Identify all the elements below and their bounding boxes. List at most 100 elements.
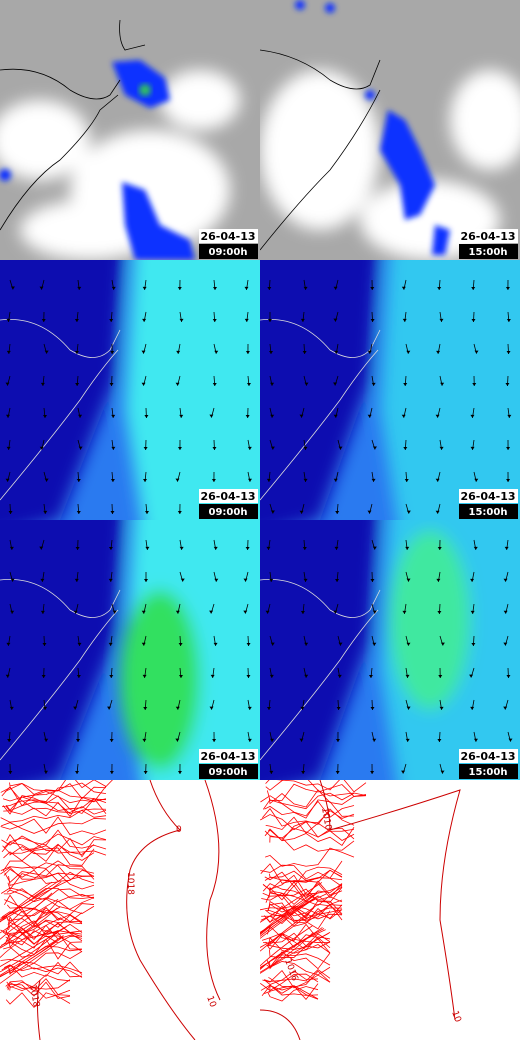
isobar: [6, 978, 71, 996]
arrow-head: [403, 446, 408, 450]
isobar: [260, 792, 355, 810]
arrow-head: [267, 286, 272, 290]
arrow-head: [474, 478, 479, 482]
isobar: [0, 907, 58, 949]
arrow-head: [211, 478, 216, 482]
isobar: [7, 981, 71, 999]
arrow-head: [304, 382, 309, 386]
time: 09:00h: [209, 507, 248, 518]
arrow-head: [43, 414, 48, 418]
arrow-head: [39, 446, 44, 450]
isobar: [5, 921, 83, 942]
arrow-head: [40, 578, 45, 582]
isobar: [260, 925, 313, 967]
isobar: [8, 919, 83, 935]
arrow-head: [143, 446, 148, 450]
arrow-head: [77, 286, 82, 290]
isobar: [259, 779, 461, 1040]
arrow-head: [179, 318, 184, 322]
wind-panel: [0, 520, 260, 780]
isobar: [260, 932, 314, 973]
arrow-head: [178, 642, 183, 646]
arrow-head: [470, 706, 475, 710]
isobar: [5, 992, 71, 1009]
arrow-head: [333, 414, 338, 418]
arrow-head: [300, 706, 305, 710]
arrow-head: [246, 642, 251, 646]
isobar: [265, 780, 367, 797]
isobar: [265, 816, 355, 834]
arrow-head: [505, 382, 510, 386]
arrow-head: [402, 610, 407, 614]
arrow-head: [7, 738, 12, 742]
isobar: [268, 970, 331, 988]
isobar: [262, 882, 343, 899]
isobar: [0, 936, 64, 977]
arrow-head: [337, 674, 342, 678]
arrow-head: [176, 350, 181, 354]
isobar: [9, 780, 113, 792]
arrow-head: [269, 674, 274, 678]
arrow-head: [179, 414, 184, 418]
arrow-head: [270, 446, 275, 450]
isobar: [9, 843, 95, 861]
arrow-head: [73, 706, 78, 710]
arrow-head: [110, 510, 115, 514]
arrow-head: [74, 318, 79, 322]
arrow-head: [40, 610, 45, 614]
arrow-head: [270, 382, 275, 386]
arrow-head: [141, 350, 146, 354]
arrow-head: [177, 286, 182, 290]
isobar: [0, 943, 58, 984]
isobar: [260, 860, 343, 880]
arrow-head: [109, 674, 114, 678]
isobar: [0, 782, 107, 802]
arrow-head: [41, 674, 46, 678]
arrow-head: [213, 286, 218, 290]
isobar: [4, 783, 107, 800]
arrow-head: [76, 674, 81, 678]
arrow-head: [77, 642, 82, 646]
isobar: [0, 808, 107, 823]
contour-label: 1018: [125, 872, 135, 895]
isobar: [37, 779, 221, 1040]
isobar: [0, 906, 61, 948]
arrow-head: [141, 610, 146, 614]
arrow-head: [142, 286, 147, 290]
cloud-panel: [0, 0, 260, 260]
arrow-head: [43, 706, 48, 710]
isobar: [4, 894, 95, 915]
arrow-head: [40, 382, 45, 386]
arrow-head: [246, 382, 251, 386]
arrow-head: [474, 350, 479, 354]
isobar: [267, 936, 331, 954]
isobar: [262, 887, 343, 903]
isobar: [265, 780, 367, 793]
arrow-head: [143, 706, 148, 710]
arrow-head: [142, 738, 147, 742]
isobar: [3, 801, 107, 818]
isobar: [4, 864, 95, 883]
isobar: [260, 983, 319, 1000]
isobar: [260, 907, 315, 948]
isobar: [2, 795, 107, 815]
arrow-head: [335, 510, 340, 514]
arrow-head: [243, 578, 248, 582]
arrow-head: [335, 738, 340, 742]
isobar: [266, 934, 331, 954]
arrow-head: [243, 610, 248, 614]
arrow-head: [269, 350, 274, 354]
isobar: [0, 908, 83, 926]
date: 26-04-13: [460, 750, 515, 763]
isobar: [260, 927, 323, 968]
contour-label: 1018: [27, 984, 41, 1009]
date: 26-04-13: [460, 490, 515, 503]
arrow-head: [303, 478, 308, 482]
arrow-head: [111, 446, 116, 450]
arrow-head: [506, 674, 511, 678]
isobar: [269, 953, 331, 970]
isobar: [267, 902, 343, 921]
arrow-head: [108, 642, 113, 646]
isobar: [260, 882, 323, 923]
arrow-head: [367, 350, 372, 354]
